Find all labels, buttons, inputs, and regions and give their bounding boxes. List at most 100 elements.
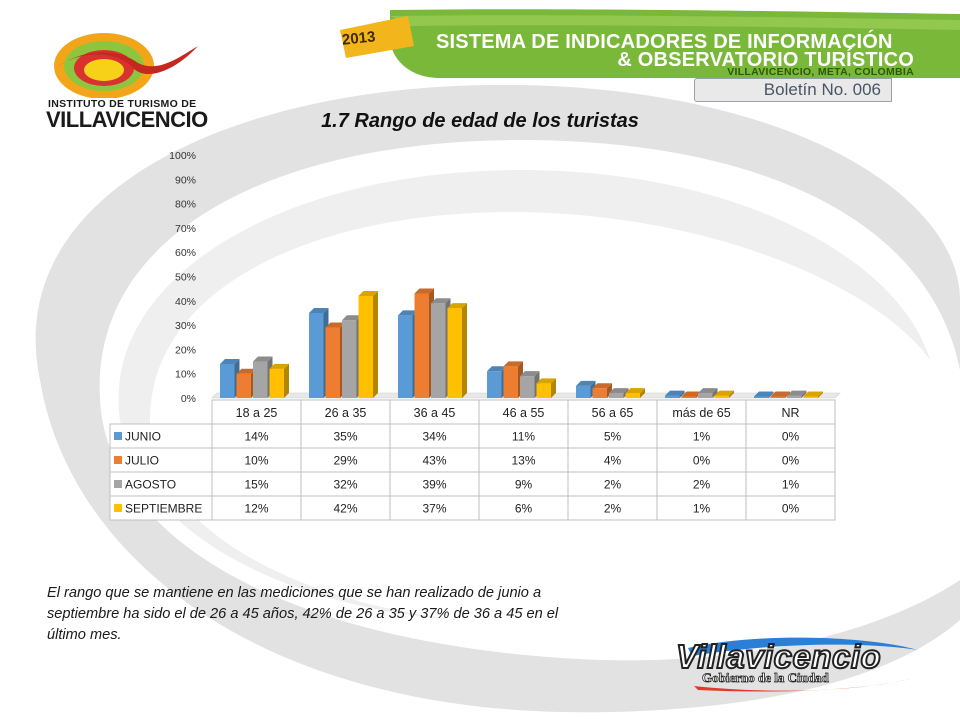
header-banner xyxy=(340,9,960,78)
bar-side xyxy=(712,388,718,398)
legend-label: AGOSTO xyxy=(125,478,176,492)
bar-side xyxy=(818,391,823,398)
bar xyxy=(236,373,251,398)
bar-top xyxy=(358,290,378,296)
bar-top xyxy=(714,390,734,396)
bar-top xyxy=(609,388,629,394)
data-value-label: 2% xyxy=(693,478,711,492)
category-label: NR xyxy=(781,406,799,420)
data-value-label: 39% xyxy=(422,478,446,492)
bar xyxy=(698,393,713,398)
data-value-label: 2% xyxy=(604,502,622,516)
data-value-label: 14% xyxy=(244,430,268,444)
banner-title-line1: SISTEMA DE INDICADORES DE INFORMACIÓN xyxy=(436,31,893,53)
legend-swatch xyxy=(114,480,122,488)
y-tick-label: 80% xyxy=(175,199,196,211)
data-table-header xyxy=(211,399,836,425)
bar-top xyxy=(342,315,362,321)
bar-top xyxy=(754,391,774,397)
y-tick-label: 70% xyxy=(175,223,196,235)
bar-top xyxy=(487,366,507,372)
category-label: 46 a 55 xyxy=(503,406,545,420)
bar-side xyxy=(284,363,289,398)
bar-top xyxy=(236,368,256,374)
bar xyxy=(431,303,446,398)
bar-side xyxy=(785,391,790,398)
data-value-label: 35% xyxy=(333,430,357,444)
bar-top xyxy=(592,383,612,389)
bar xyxy=(754,396,769,398)
banner-location: VILLAVICENCIO, META, COLOMBIA xyxy=(727,66,914,78)
y-tick-label: 10% xyxy=(175,369,196,381)
bar-side xyxy=(607,383,612,398)
category-label: 56 a 65 xyxy=(592,406,634,420)
category-label: 26 a 35 xyxy=(325,406,367,420)
bar-side xyxy=(729,390,734,398)
institute-name-line1: INSTITUTO DE TURISMO DE xyxy=(48,98,197,110)
data-value-label: 0% xyxy=(693,454,711,468)
summary-paragraph: El rango que se mantiene en las medicion… xyxy=(47,585,559,643)
bar xyxy=(536,383,551,398)
bar-top xyxy=(665,390,685,396)
bar-top xyxy=(576,380,596,386)
legend-swatch xyxy=(114,504,122,512)
data-value-label: 32% xyxy=(333,478,357,492)
bar-side xyxy=(551,378,556,398)
data-value-label: 4% xyxy=(604,454,622,468)
institute-name-line2: VILLAVICENCIO xyxy=(46,107,208,132)
bar xyxy=(342,320,357,398)
data-value-label: 43% xyxy=(422,454,446,468)
bar xyxy=(398,315,413,398)
y-tick-label: 30% xyxy=(175,320,196,332)
data-value-label: 6% xyxy=(515,502,533,516)
bar xyxy=(787,395,802,398)
data-value-label: 13% xyxy=(511,454,535,468)
institute-logo: INSTITUTO DE TURISMO DE VILLAVICENCIO xyxy=(38,28,238,132)
bar-top xyxy=(269,363,289,369)
bar-top xyxy=(447,303,467,309)
bar xyxy=(592,388,607,398)
bar xyxy=(487,371,502,398)
bar-top xyxy=(309,307,329,313)
y-tick-label: 20% xyxy=(175,344,196,356)
bar-top xyxy=(414,288,434,294)
bar-top xyxy=(253,356,273,362)
bar-side xyxy=(373,290,378,398)
category-label: más de 65 xyxy=(672,406,730,420)
category-label: 18 a 25 xyxy=(236,406,278,420)
bar-top xyxy=(398,310,418,316)
bar xyxy=(770,396,785,398)
bar-top xyxy=(536,378,556,384)
data-value-label: 10% xyxy=(244,454,268,468)
bar xyxy=(253,361,268,398)
data-value-label: 37% xyxy=(422,502,446,516)
bar-top xyxy=(625,388,645,394)
data-value-label: 12% xyxy=(244,502,268,516)
data-value-label: 2% xyxy=(604,478,622,492)
bar xyxy=(447,308,462,398)
data-value-label: 0% xyxy=(782,502,800,516)
data-value-label: 0% xyxy=(782,430,800,444)
legend-label: SEPTIEMBRE xyxy=(125,502,202,516)
data-value-label: 9% xyxy=(515,478,533,492)
bar xyxy=(414,293,429,398)
bar-side xyxy=(679,390,685,398)
bar-top xyxy=(220,358,240,364)
bar-side xyxy=(768,391,774,398)
bar-side xyxy=(462,303,467,398)
y-tick-label: 60% xyxy=(175,247,196,259)
bar xyxy=(714,395,729,398)
data-value-label: 29% xyxy=(333,454,357,468)
legend-swatch xyxy=(114,456,122,464)
category-label: 36 a 45 xyxy=(414,406,456,420)
bar xyxy=(503,366,518,398)
bulletin-number: Boletín No. 006 xyxy=(694,78,892,102)
data-value-label: 42% xyxy=(333,502,357,516)
chart-title: 1.7 Rango de edad de los turistas xyxy=(321,110,639,132)
bar xyxy=(803,396,818,398)
data-value-label: 11% xyxy=(512,430,535,444)
y-tick-label: 90% xyxy=(175,174,196,186)
year-badge xyxy=(340,16,414,58)
